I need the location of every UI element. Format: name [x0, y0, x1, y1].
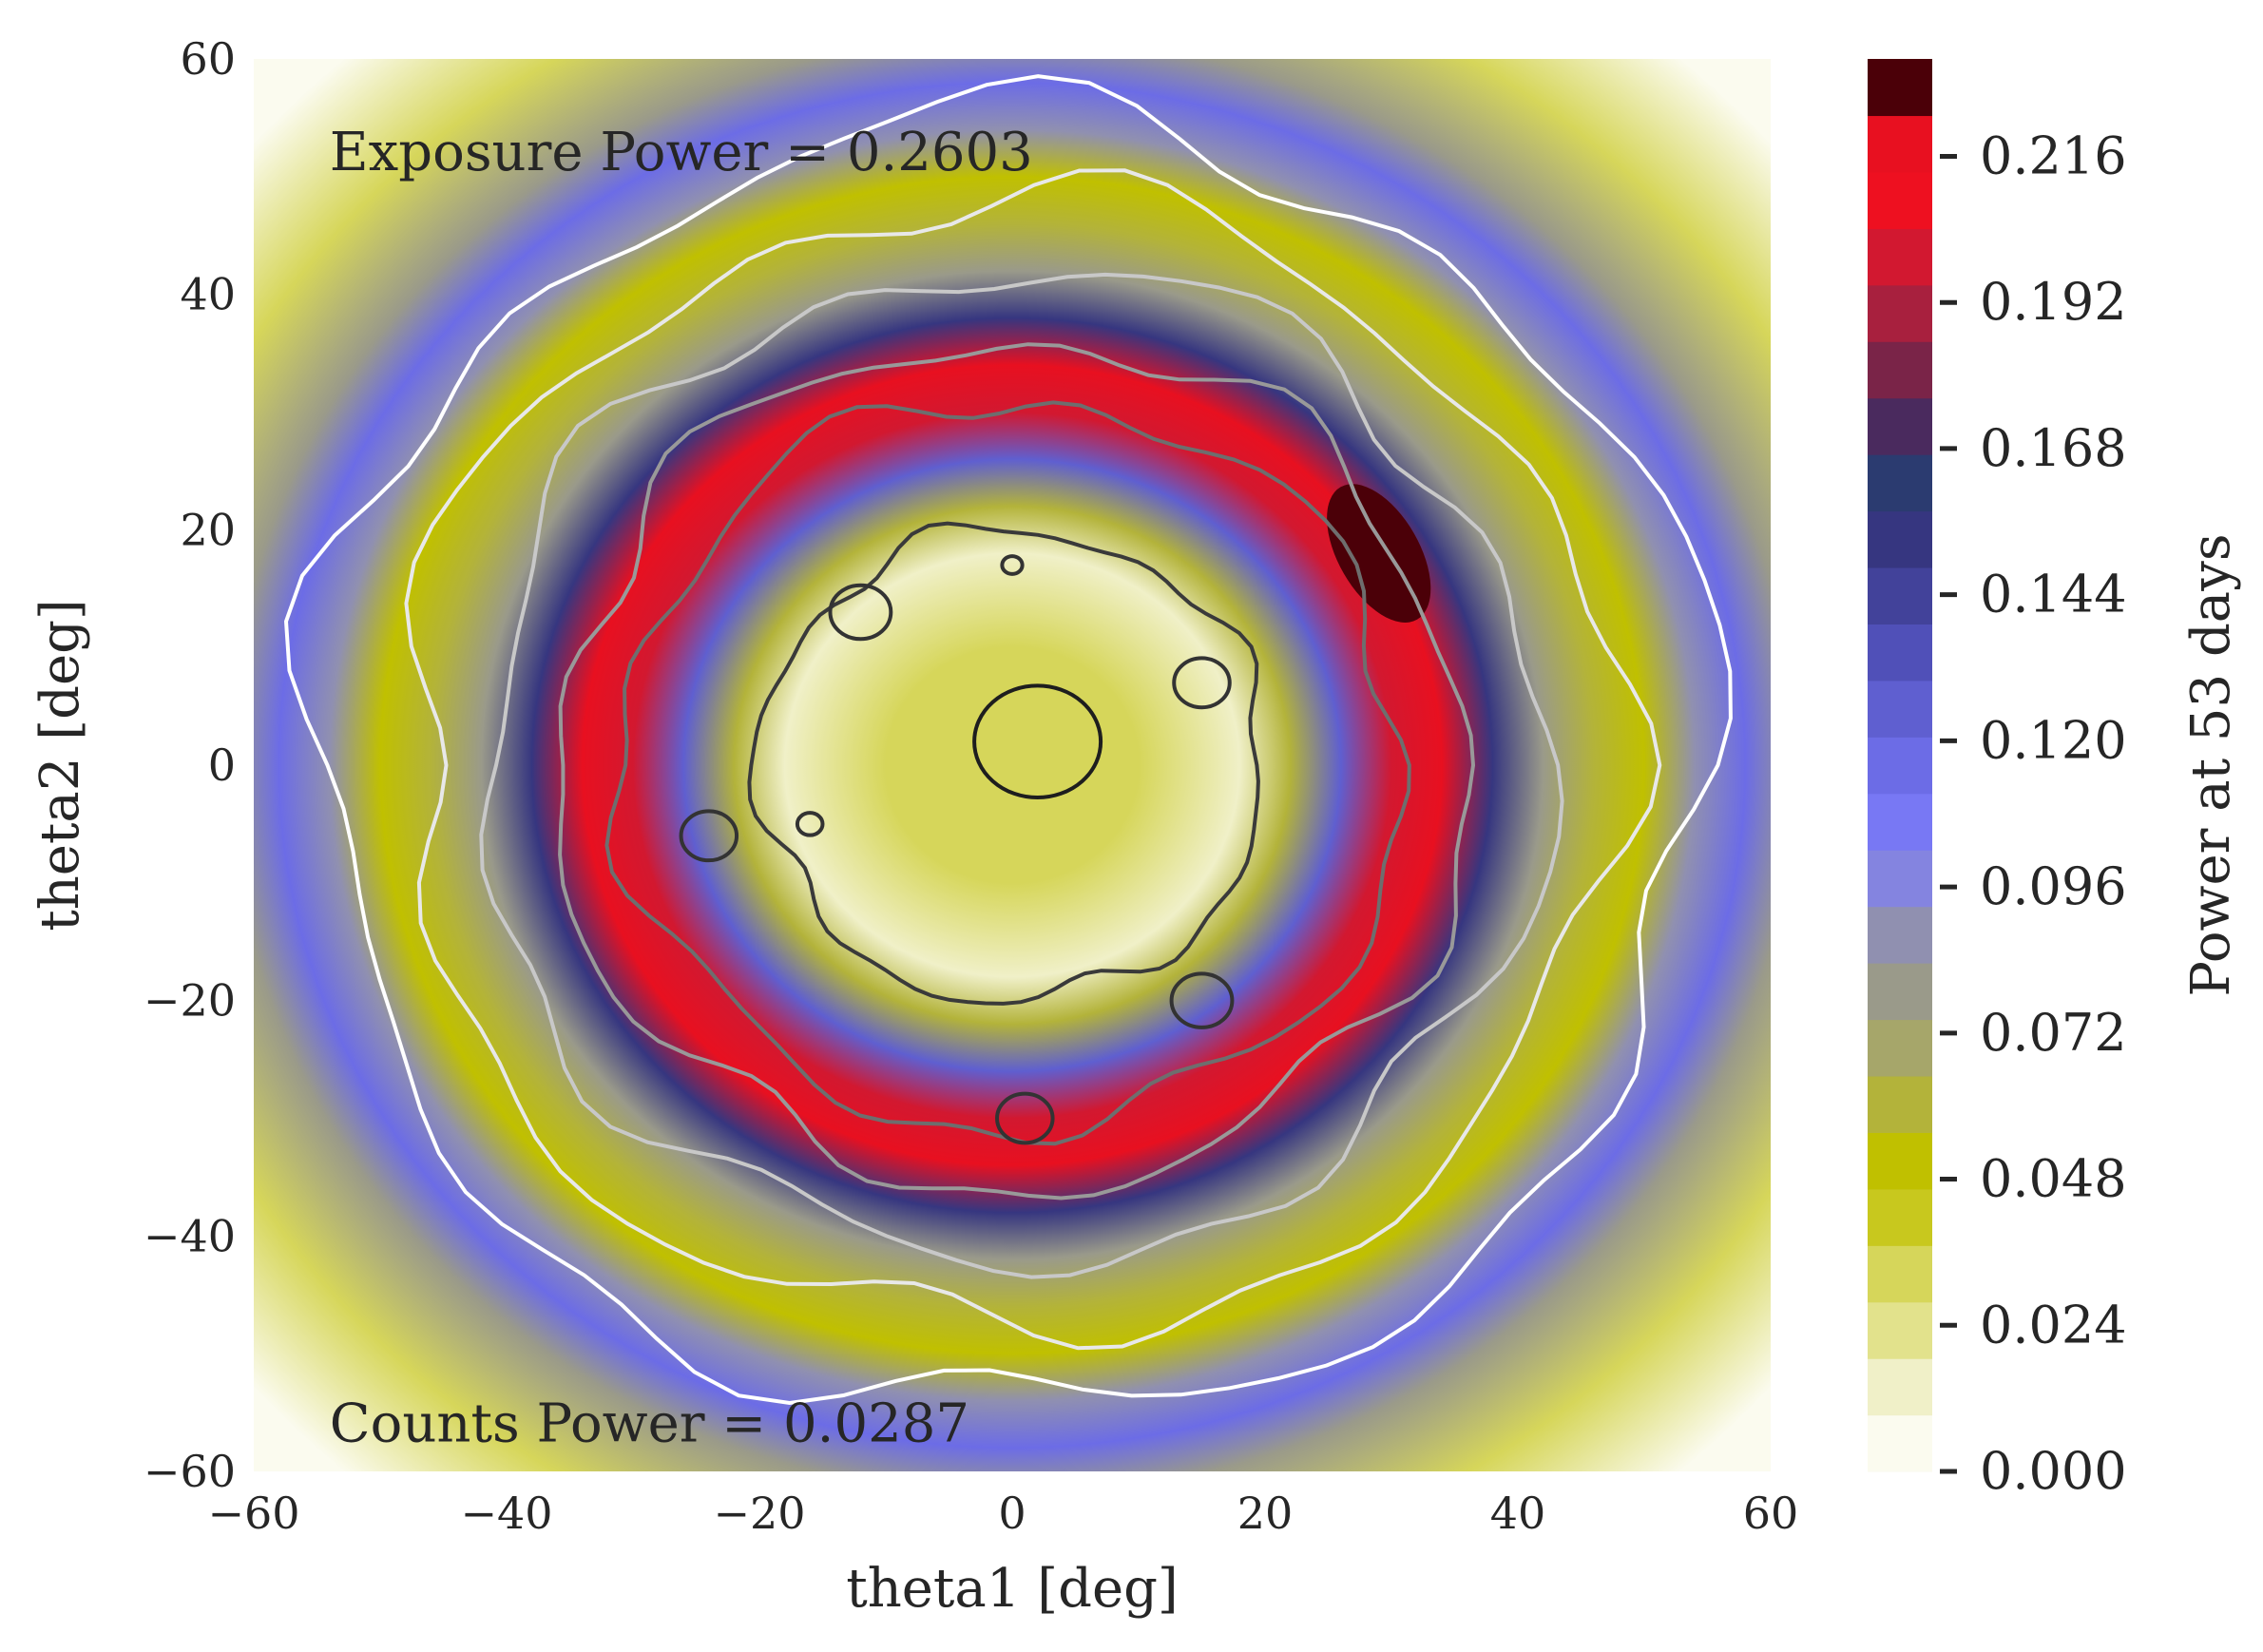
colorbar-band: [1868, 793, 1932, 851]
plot-area: [254, 59, 1771, 1471]
colorbar-band: [1868, 963, 1932, 1021]
colorbar-tick-label: 0.144: [1980, 565, 2127, 624]
colorbar-band: [1868, 1132, 1932, 1190]
colorbar-band: [1868, 284, 1932, 342]
contour-blob: [972, 683, 1103, 800]
small-contour-blobs: [679, 554, 1235, 1145]
exposure-power-annotation: Exposure Power = 0.2603: [330, 122, 1033, 183]
x-tick-label: −20: [713, 1488, 805, 1539]
colorbar-band: [1868, 510, 1932, 568]
contour-blob: [679, 809, 739, 863]
hot-spot: [1327, 484, 1431, 623]
colorbar-title: Power at 53 days: [2180, 533, 2242, 996]
y-axis-title: theta2 [deg]: [29, 599, 91, 932]
colorbar-band: [1868, 906, 1932, 964]
colorbar-band: [1868, 1414, 1932, 1472]
power-field: [254, 59, 1771, 1471]
x-tick-label: −40: [460, 1488, 552, 1539]
colorbar-band: [1868, 1075, 1932, 1133]
colorbar-band: [1868, 341, 1932, 399]
y-tick-label: 20: [180, 504, 236, 555]
colorbar-tick-label: 0.072: [1980, 1003, 2127, 1063]
colorbar-tick-label: 0.120: [1980, 710, 2127, 770]
x-tick-label: 40: [1490, 1488, 1546, 1539]
y-tick-label: −60: [144, 1446, 236, 1497]
colorbar-tick-label: 0.168: [1980, 418, 2127, 478]
colorbar-tick-label: 0.048: [1980, 1149, 2127, 1209]
colorbar-band: [1868, 1301, 1932, 1359]
colorbar: 0.000 0.024 0.048 0.072 0.096 0.120 0.144 0.168…: [1868, 59, 2242, 1501]
colorbar-band: [1868, 1019, 1932, 1077]
contour-line: [479, 272, 1564, 1279]
contour-blob: [1169, 971, 1235, 1029]
colorbar-band: [1868, 1188, 1932, 1246]
colorbar-band: [1868, 680, 1932, 738]
counts-power-annotation: Counts Power = 0.0287: [330, 1393, 969, 1454]
colorbar-band: [1868, 1358, 1932, 1416]
colorbar-band: [1868, 171, 1932, 229]
y-tick-label: −40: [144, 1210, 236, 1261]
contour-blob: [828, 583, 893, 642]
x-tick-label: 60: [1743, 1488, 1799, 1539]
contour-line: [747, 521, 1260, 1006]
colorbar-tick-label: 0.000: [1980, 1441, 2127, 1501]
colorbar-band: [1868, 624, 1932, 682]
contour-blob: [1000, 554, 1025, 576]
contour-line: [404, 168, 1662, 1351]
colorbar-band: [1868, 454, 1932, 512]
contour-line: [558, 342, 1476, 1201]
colorbar-tick-label: 0.024: [1980, 1295, 2127, 1354]
contour-line: [604, 400, 1411, 1146]
colorbar-band: [1868, 567, 1932, 624]
colorbar-band: [1868, 228, 1932, 286]
contour-blob: [1172, 656, 1232, 710]
colorbar-band: [1868, 115, 1932, 173]
colorbar-bands: [1868, 59, 1932, 1472]
x-axis-title: theta1 [deg]: [846, 1558, 1179, 1620]
y-tick-label: 40: [180, 269, 236, 320]
x-tick-label: 20: [1237, 1488, 1294, 1539]
colorbar-band: [1868, 850, 1932, 908]
contour-blob: [995, 1091, 1055, 1145]
colorbar-tick-label: 0.096: [1980, 856, 2127, 916]
colorbar-ticks: 0.000 0.024 0.048 0.072 0.096 0.120 0.144 0.168…: [1940, 125, 2127, 1501]
y-tick-label: 0: [208, 740, 236, 791]
contour-line: [283, 74, 1733, 1406]
y-tick-label: 60: [180, 33, 236, 85]
colorbar-band: [1868, 1245, 1932, 1303]
colorbar-tick-label: 0.192: [1980, 272, 2127, 332]
x-tick-label: −60: [207, 1488, 299, 1539]
colorbar-band: [1868, 737, 1932, 795]
colorbar-tick-label: 0.216: [1980, 125, 2127, 185]
colorbar-band: [1868, 59, 1932, 117]
contour-blob: [795, 811, 825, 837]
colorbar-band: [1868, 397, 1932, 455]
contour-lines: [283, 74, 1733, 1406]
y-tick-label: −20: [144, 975, 236, 1027]
y-tick-labels: −60 −40 −20 0 20 40 60: [144, 33, 236, 1497]
x-tick-labels: −60 −40 −20 0 20 40 60: [207, 1488, 1798, 1539]
x-tick-label: 0: [998, 1488, 1026, 1539]
